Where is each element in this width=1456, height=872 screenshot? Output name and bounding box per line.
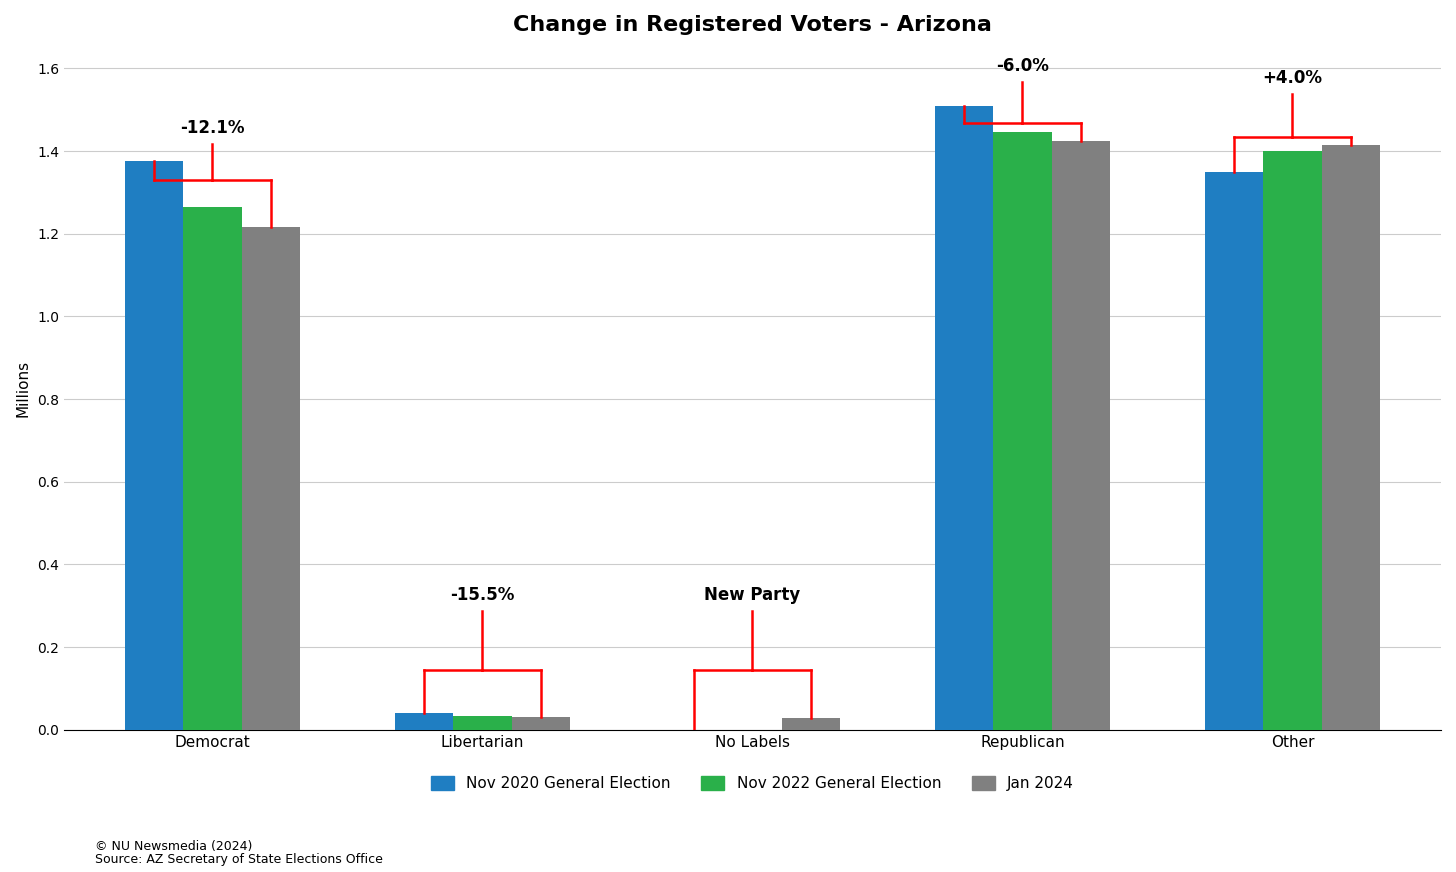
Bar [242, 228, 300, 730]
Text: Source: AZ Secretary of State Elections Office: Source: AZ Secretary of State Elections … [95, 854, 383, 866]
Text: New Party: New Party [705, 586, 801, 603]
Bar [993, 133, 1051, 730]
Legend: Nov 2020 General Election, Nov 2022 General Election, Jan 2024: Nov 2020 General Election, Nov 2022 Gene… [425, 770, 1080, 797]
Text: © NU Newsmedia (2024): © NU Newsmedia (2024) [95, 841, 252, 853]
Text: -6.0%: -6.0% [996, 57, 1048, 74]
Bar [782, 719, 840, 730]
Bar [1051, 140, 1111, 730]
Text: -12.1%: -12.1% [181, 119, 245, 137]
Bar [1264, 151, 1322, 730]
Bar [1204, 172, 1264, 730]
Bar [453, 716, 511, 730]
Bar [935, 106, 993, 730]
Bar [395, 713, 453, 730]
Bar [511, 718, 571, 730]
Text: -15.5%: -15.5% [450, 586, 514, 603]
Title: Change in Registered Voters - Arizona: Change in Registered Voters - Arizona [513, 15, 992, 35]
Bar [125, 161, 183, 730]
Y-axis label: Millions: Millions [15, 360, 31, 418]
Bar [183, 207, 242, 730]
Bar [1322, 145, 1380, 730]
Text: +4.0%: +4.0% [1262, 69, 1322, 87]
